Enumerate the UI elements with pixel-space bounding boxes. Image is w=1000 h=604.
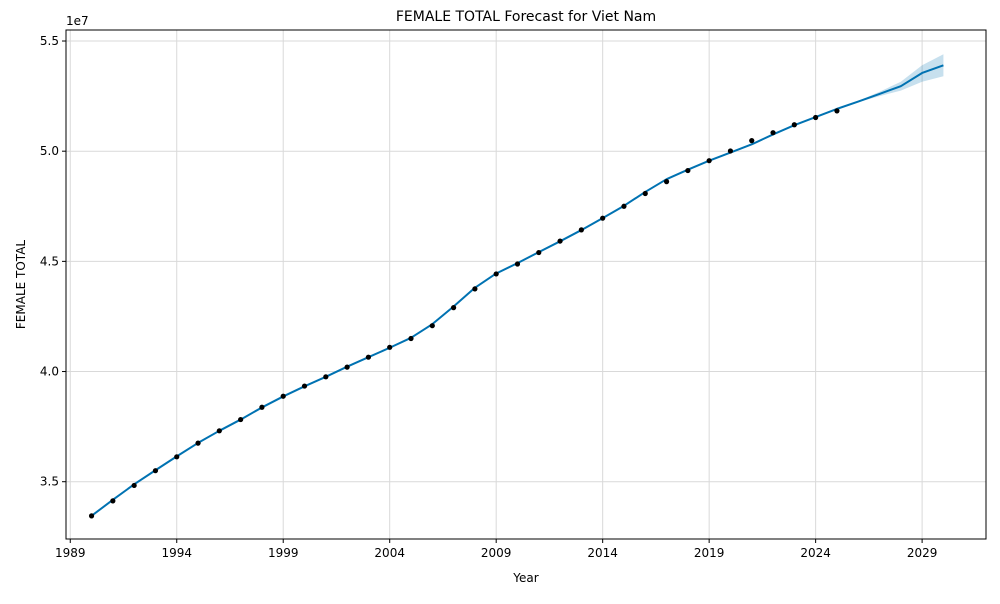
observed-point (663, 179, 670, 185)
x-tick-label: 2004 (374, 546, 405, 560)
observed-point (749, 138, 755, 144)
observed-point (323, 374, 329, 380)
observed-point (344, 364, 350, 370)
x-tick-label: 1989 (55, 546, 86, 560)
y-tick-label: 5.0 (40, 144, 59, 158)
grid-layer (66, 30, 986, 539)
observed-point (834, 108, 840, 114)
observed-point (131, 482, 137, 489)
plot-frame (65, 29, 987, 540)
x-axis-ticks: 1989 1994 1999 2004 2009 2014 2019 2024 2029 (55, 539, 937, 560)
observed-points-layer (88, 108, 840, 519)
x-tick-label: 2024 (800, 546, 831, 560)
x-tick-label: 2029 (907, 546, 938, 560)
observed-point (408, 335, 414, 342)
observed-point (301, 383, 308, 389)
observed-point (259, 404, 265, 410)
observed-point (642, 190, 648, 197)
observed-point (791, 122, 797, 128)
observed-point (152, 468, 159, 474)
observed-point (429, 323, 435, 329)
observed-point (238, 416, 244, 423)
observed-point (578, 227, 584, 233)
observed-point (387, 344, 393, 350)
x-tick-label: 1994 (161, 546, 192, 560)
y-axis-ticks: 3.5 4.0 4.5 5.0 5.5 (40, 34, 66, 489)
y-tick-label: 3.5 (40, 475, 59, 489)
x-tick-label: 2019 (694, 546, 725, 560)
y-tick-label: 4.5 (40, 254, 59, 268)
observed-point (600, 215, 606, 221)
observed-point (813, 114, 819, 121)
observed-point (216, 428, 222, 434)
observed-point (450, 305, 457, 311)
chart-title: FEMALE TOTAL Forecast for Viet Nam (396, 9, 656, 25)
observed-point (88, 513, 95, 519)
x-axis-label: Year (512, 571, 538, 585)
observed-point (514, 261, 521, 267)
x-tick-label: 1999 (268, 546, 299, 560)
y-tick-label: 4.0 (40, 365, 59, 379)
observed-point (493, 271, 499, 277)
observed-point (706, 158, 712, 164)
observed-point (472, 286, 478, 292)
observed-point (621, 203, 627, 209)
observed-point (685, 167, 691, 174)
x-tick-label: 2009 (481, 546, 512, 560)
y-axis-offset-label: 1e7 (66, 14, 89, 28)
observed-point (195, 440, 201, 446)
observed-point (174, 454, 180, 460)
observed-point (536, 249, 542, 256)
observed-point (280, 393, 286, 399)
x-tick-label: 2014 (587, 546, 618, 560)
y-axis-label: FEMALE TOTAL (14, 240, 28, 330)
observed-point (557, 238, 563, 244)
y-tick-label: 5.5 (40, 34, 59, 48)
observed-point (365, 354, 372, 360)
observed-point (727, 148, 734, 154)
observed-point (770, 130, 776, 136)
observed-point (110, 498, 116, 504)
